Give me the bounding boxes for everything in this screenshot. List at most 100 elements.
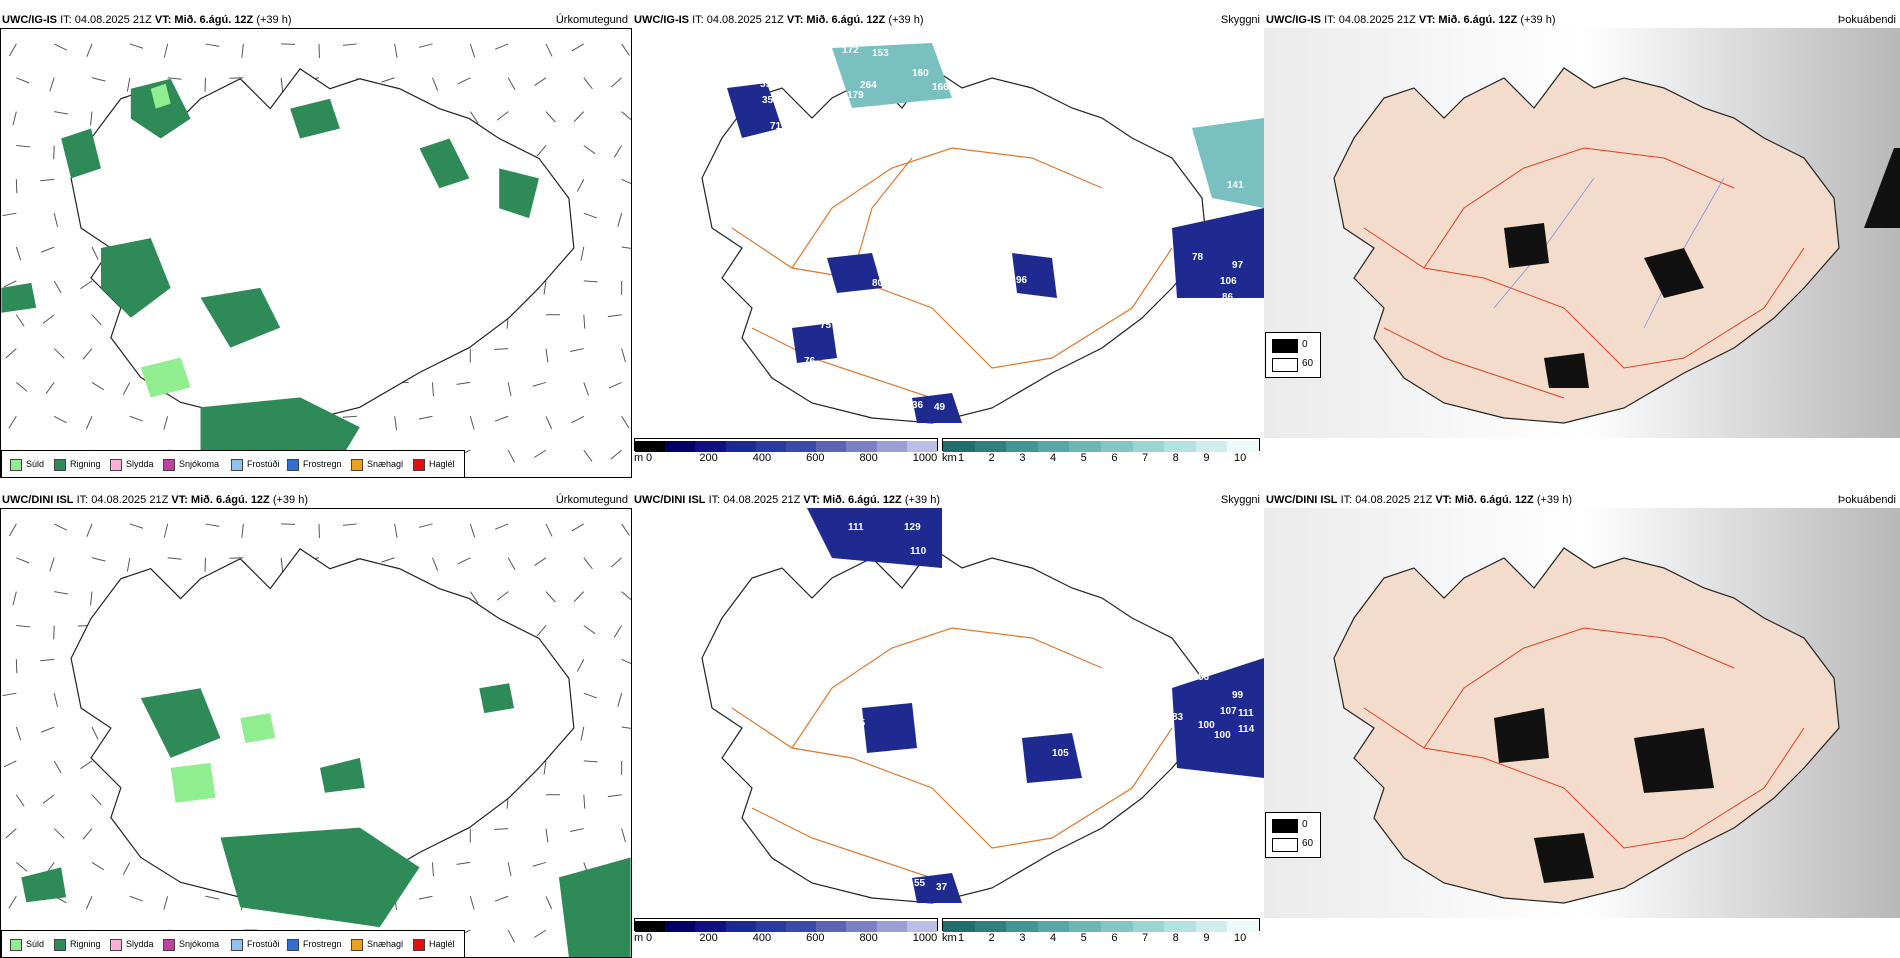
wind-barb	[577, 179, 584, 191]
tick-label: 200	[699, 932, 717, 944]
wind-barb	[43, 795, 54, 804]
wind-barb	[54, 693, 57, 707]
wind-barb	[127, 558, 129, 572]
wind-barb	[546, 896, 552, 909]
wind-barb	[164, 416, 168, 429]
wind-barb	[622, 592, 632, 601]
panel-header: UWC/IG-IS IT: 04.08.2025 21Z VT: Mið. 6.…	[632, 12, 1264, 28]
wind-barb	[577, 659, 584, 671]
wind-barb	[508, 558, 515, 570]
panel-title: Skyggni	[1221, 12, 1260, 28]
svg-text:100: 100	[1198, 720, 1215, 731]
wind-barb	[508, 382, 511, 396]
wind-barb	[16, 862, 27, 871]
wind-barb	[584, 693, 597, 698]
svg-text:57: 57	[854, 732, 866, 743]
wind-barb	[622, 179, 632, 185]
tick-label: 6	[1111, 452, 1117, 464]
wind-barb	[584, 382, 589, 395]
wind-barb	[584, 558, 593, 569]
wind-barb	[16, 558, 29, 563]
wind-barb	[618, 693, 622, 706]
svg-text:96: 96	[1016, 275, 1028, 286]
colorbar-km	[942, 918, 1260, 931]
wind-barb	[618, 213, 622, 226]
wind-barb	[54, 416, 66, 423]
wind-barb	[497, 112, 508, 121]
wind-barb	[164, 44, 167, 58]
fog-swatch-0	[1272, 819, 1298, 833]
wind-barb	[622, 524, 630, 536]
wind-barb	[537, 625, 546, 636]
tick-label: 4	[1050, 452, 1056, 464]
tick-label: 10	[1234, 452, 1246, 464]
wind-barb	[123, 382, 130, 394]
wind-barb	[432, 558, 437, 571]
wind-barb	[494, 349, 508, 350]
legend-snow: Snjókoma	[163, 458, 219, 470]
wind-barb	[584, 625, 595, 633]
wind-barb	[494, 829, 508, 830]
wind-barb	[419, 44, 433, 47]
svg-text:55: 55	[914, 878, 926, 889]
svg-text:18: 18	[938, 267, 950, 278]
wind-barb	[546, 112, 555, 122]
tick-label: 1	[958, 452, 964, 464]
wind-barb	[419, 524, 433, 527]
fog-map	[1264, 508, 1900, 918]
wind-barb	[534, 450, 546, 457]
colorbar-km	[942, 438, 1260, 451]
wind-barb	[546, 524, 552, 537]
tick-label: 9	[1203, 932, 1209, 944]
model-name: UWC/DINI ISL	[2, 494, 74, 506]
wind-barb	[91, 112, 92, 126]
tick-label: 7	[1142, 452, 1148, 464]
wind-barb	[622, 829, 626, 842]
wind-barb	[130, 44, 143, 48]
tick-label: 3	[1019, 932, 1025, 944]
wind-barb	[40, 179, 54, 180]
wind-barb	[16, 382, 27, 391]
wind-barb	[546, 44, 552, 57]
svg-text:218: 218	[1237, 645, 1254, 656]
wind-barb	[508, 78, 515, 90]
wind-barb	[419, 896, 433, 899]
wind-barb	[83, 829, 92, 840]
wind-barb	[16, 795, 24, 807]
svg-text:74: 74	[1014, 706, 1026, 717]
wind-barb	[495, 416, 508, 421]
visibility-panel-dini: UWC/DINI ISL IT: 04.08.2025 21Z VT: Mið.…	[632, 492, 1264, 958]
wind-barb	[13, 592, 16, 606]
iceland-coastline	[702, 548, 1207, 903]
svg-text:66: 66	[838, 740, 850, 751]
wind-barb	[622, 659, 632, 665]
wind-barb	[497, 592, 508, 601]
precip-map	[0, 28, 632, 478]
wind-barb	[584, 145, 595, 153]
wind-barb	[123, 862, 130, 874]
wind-barb	[130, 896, 143, 901]
svg-text:129: 129	[904, 522, 921, 533]
svg-text:49: 49	[934, 402, 946, 413]
svg-text:106: 106	[1220, 276, 1237, 287]
fog-map	[1264, 28, 1900, 438]
wind-barb	[611, 78, 621, 87]
wind-barb	[16, 247, 20, 260]
unit-km: km	[942, 932, 957, 944]
panel-title: Úrkomutegund	[556, 492, 628, 508]
wind-barb	[622, 247, 632, 249]
wind-barb	[92, 382, 104, 389]
svg-text:35: 35	[762, 95, 774, 106]
wind-barb	[54, 524, 67, 530]
tick-label: 8	[1173, 452, 1179, 464]
wind-barb	[570, 829, 584, 832]
svg-text:45: 45	[854, 718, 866, 729]
wind-barb	[16, 315, 24, 327]
wind-barb	[13, 112, 16, 126]
legend-hail: Haglél	[413, 458, 455, 470]
wind-barb	[581, 727, 584, 741]
wind-barb	[533, 382, 546, 386]
tick-label: 8	[1173, 932, 1179, 944]
wind-barb	[54, 44, 67, 50]
wind-barb	[581, 247, 584, 261]
